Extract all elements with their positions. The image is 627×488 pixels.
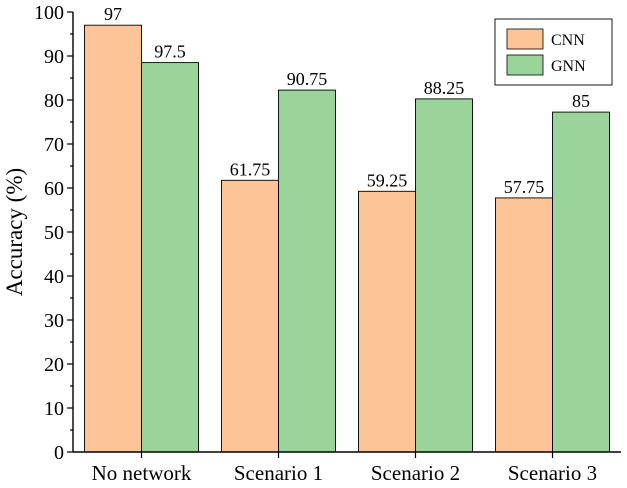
legend-swatch-gnn xyxy=(506,54,544,76)
data-label-cnn-4: 57.75 xyxy=(504,177,545,197)
y-tick-label: 70 xyxy=(44,134,64,156)
bar-gnn-4 xyxy=(552,111,610,453)
bar-cnn-3 xyxy=(358,190,416,453)
data-label-gnn-2: 90.75 xyxy=(287,69,328,89)
x-tick-label-4: Scenario 3 xyxy=(508,461,597,485)
y-axis-title: Accuracy (%) xyxy=(2,168,27,296)
legend-label-cnn: CNN xyxy=(551,32,585,49)
y-tick-label: 50 xyxy=(44,222,64,244)
y-tick-label: 30 xyxy=(44,310,64,332)
legend-label-gnn: GNN xyxy=(551,58,586,75)
data-label-cnn-3: 59.25 xyxy=(367,170,408,190)
x-tick-label-3: Scenario 2 xyxy=(371,461,460,485)
bar-gnn-1 xyxy=(141,62,199,453)
x-tick-label-1: No network xyxy=(92,461,192,485)
y-tick-label: 40 xyxy=(44,266,64,288)
bars-layer xyxy=(84,24,610,453)
bar-gnn-2 xyxy=(278,89,336,453)
data-label-gnn-1: 97.5 xyxy=(154,42,186,62)
legend-swatch-cnn xyxy=(506,28,544,50)
y-tick-label: 90 xyxy=(44,46,64,68)
data-labels-layer: 97 97.5 61.75 90.75 59.25 88.25 57.75 85 xyxy=(104,4,590,197)
y-tick-label: 20 xyxy=(44,354,64,376)
bar-cnn-2 xyxy=(221,179,279,453)
x-tick-label-2: Scenario 1 xyxy=(234,461,323,485)
y-tick-label: 10 xyxy=(44,398,64,420)
data-label-cnn-1: 97 xyxy=(104,4,122,24)
x-ticks-layer: No network Scenario 1 Scenario 2 Scenario 3 xyxy=(92,452,597,485)
y-tick-label: 80 xyxy=(44,90,64,112)
data-label-cnn-2: 61.75 xyxy=(230,159,271,179)
y-tick-label: 100 xyxy=(34,2,64,24)
bar-cnn-1 xyxy=(84,24,142,453)
bar-cnn-4 xyxy=(495,197,553,453)
legend: CNN GNN xyxy=(494,18,613,86)
data-label-gnn-4: 85 xyxy=(572,91,590,111)
y-tick-label: 0 xyxy=(54,442,64,464)
bar-gnn-3 xyxy=(415,98,473,453)
data-label-gnn-3: 88.25 xyxy=(424,78,465,98)
y-ticks-layer: 0 10 20 30 40 50 60 70 80 90 100 xyxy=(34,2,73,464)
y-tick-label: 60 xyxy=(44,178,64,200)
